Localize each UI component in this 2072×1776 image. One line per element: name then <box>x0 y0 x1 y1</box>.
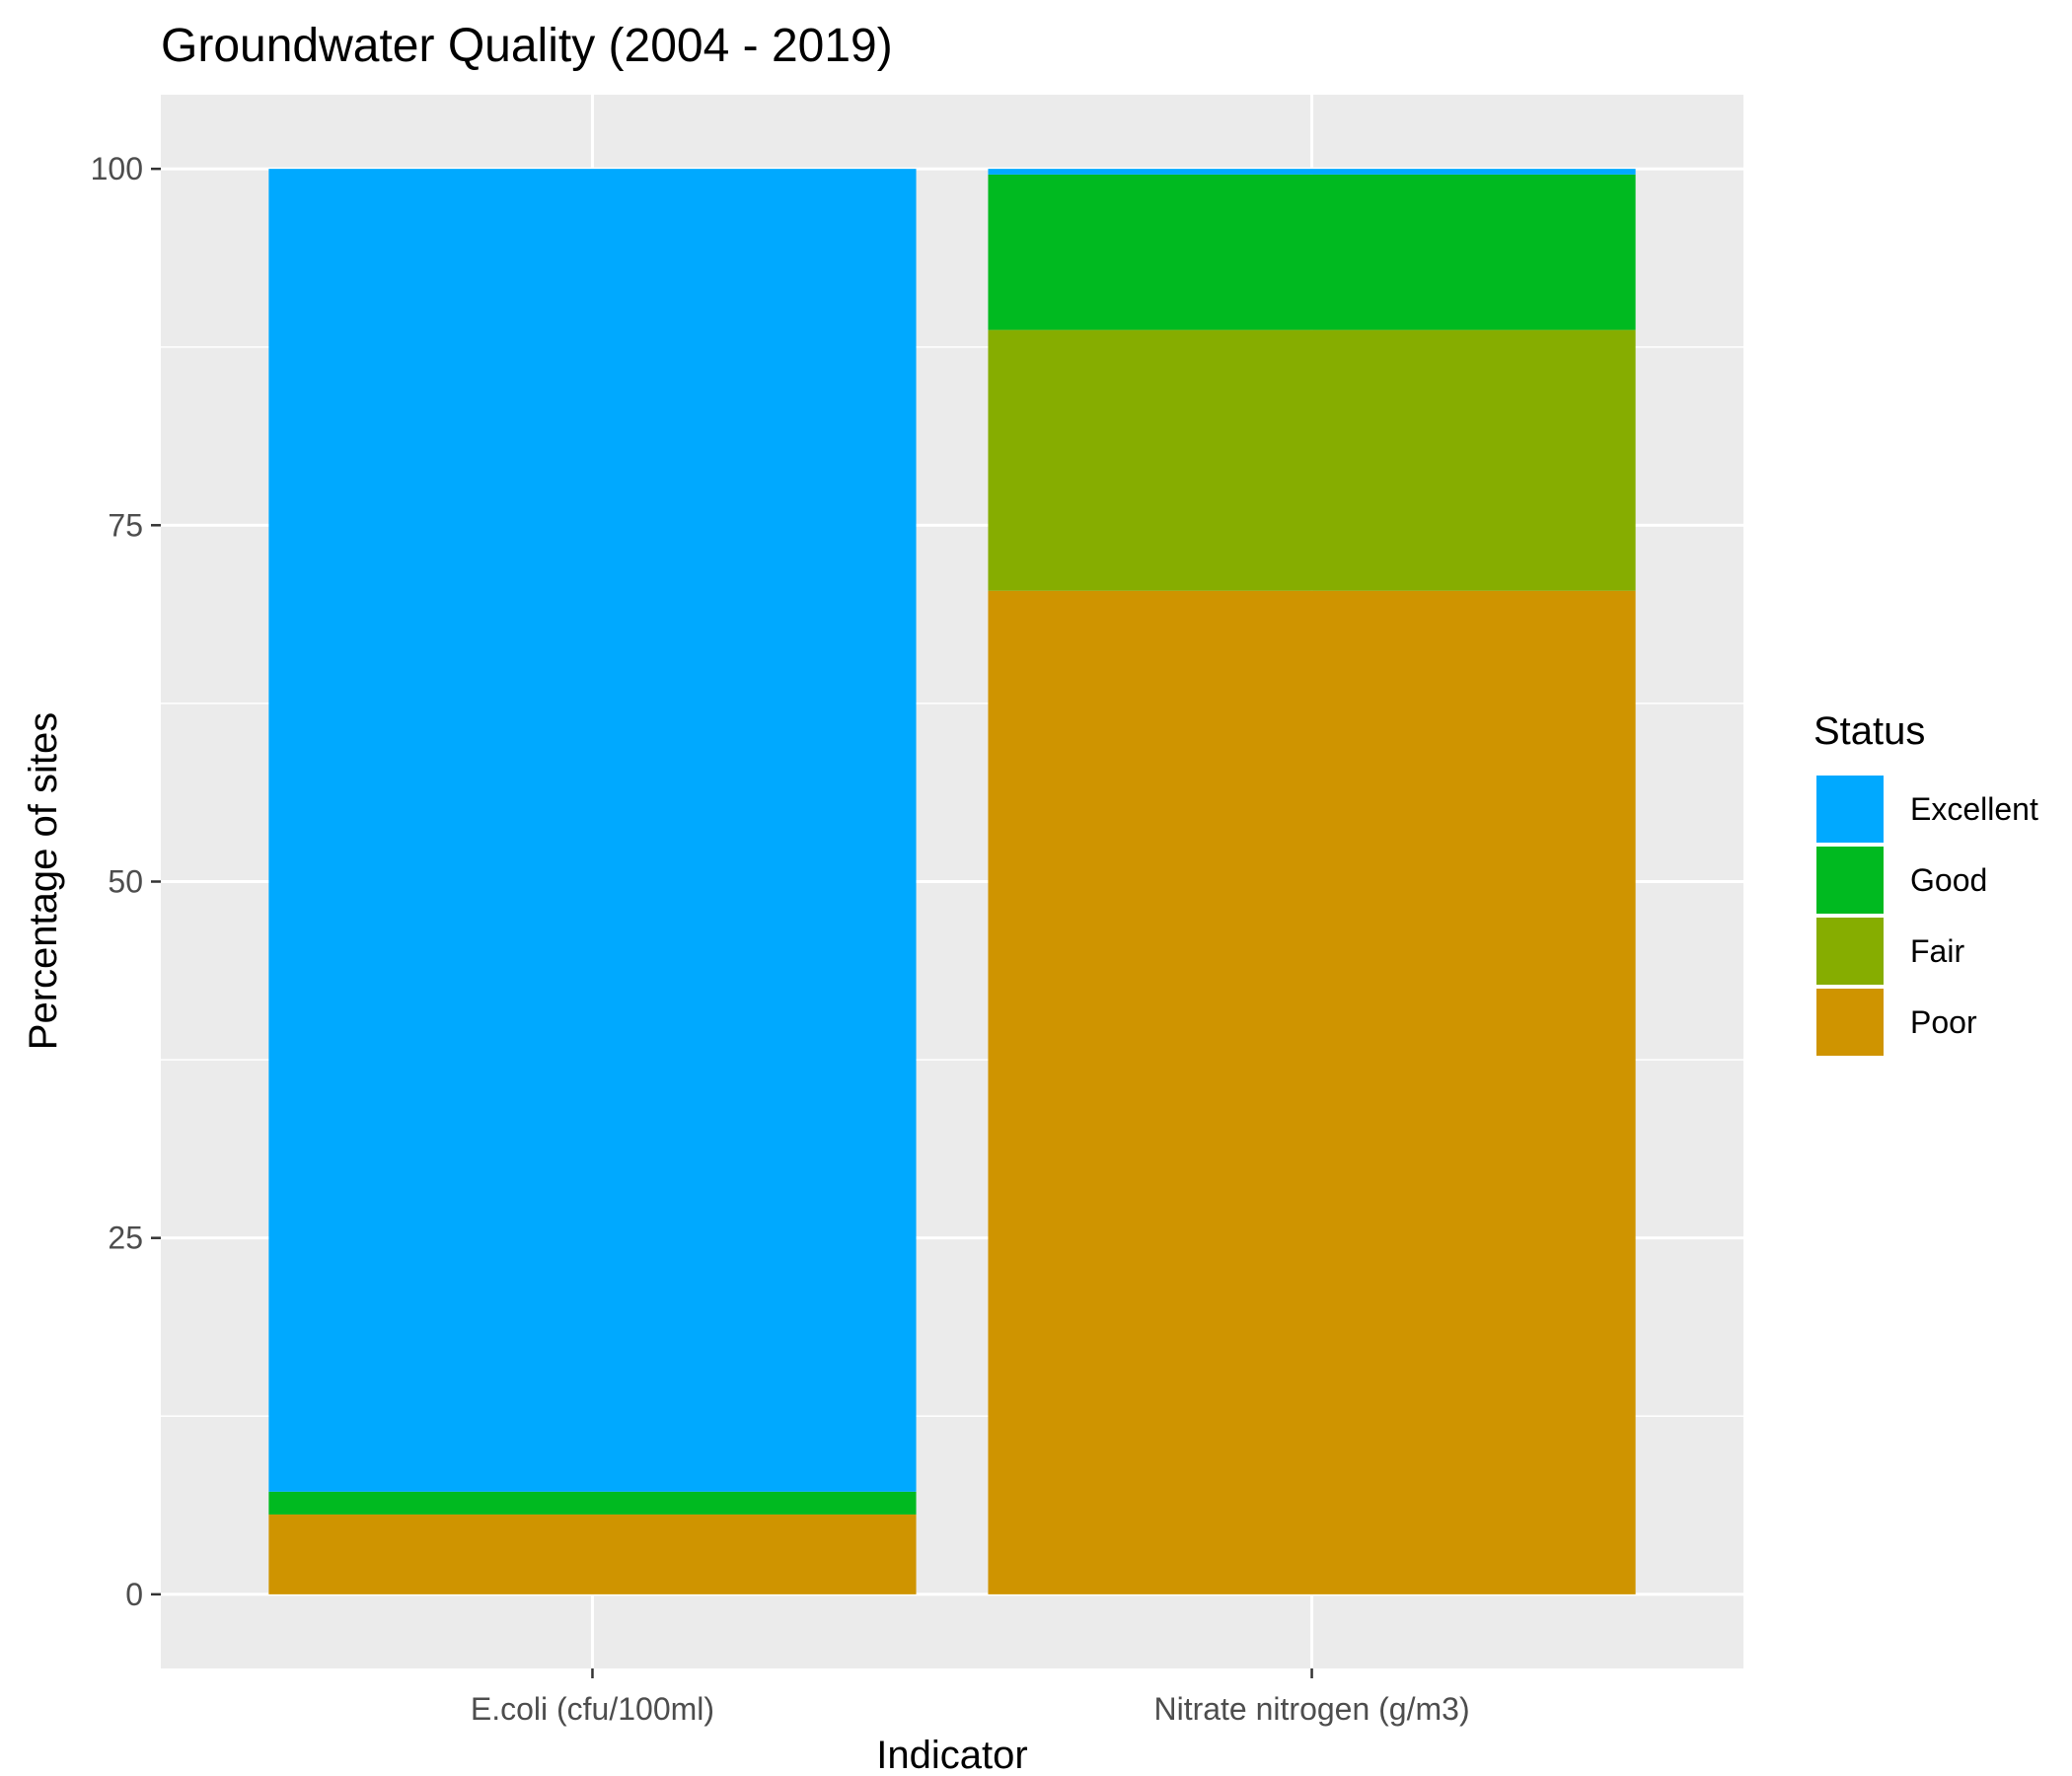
bar-segment-good <box>268 1491 917 1515</box>
legend-key-fair <box>1814 916 1886 987</box>
legend-key-excellent <box>1814 774 1886 845</box>
legend-key-poor <box>1814 987 1886 1058</box>
y-axis: 0 25 50 75 100 <box>91 151 161 1612</box>
y-tick-label: 25 <box>108 1221 143 1256</box>
y-tick-label: 50 <box>108 864 143 900</box>
x-axis: E.coli (cfu/100ml) Nitrate nitrogen (g/m3… <box>471 1668 1470 1727</box>
bar-segment-excellent <box>268 169 917 1492</box>
legend-label-excellent: Excellent <box>1910 791 2038 827</box>
legend-label-poor: Poor <box>1910 1004 1977 1040</box>
x-tick-label: E.coli (cfu/100ml) <box>471 1691 714 1727</box>
bar-segment-excellent <box>988 169 1636 175</box>
y-tick-label: 75 <box>108 507 143 543</box>
bar-segment-fair <box>988 330 1636 591</box>
x-tick-label: Nitrate nitrogen (g/m3) <box>1153 1691 1469 1727</box>
bars <box>268 169 1636 1594</box>
legend-label-good: Good <box>1910 862 1987 898</box>
y-tick-label: 100 <box>91 151 143 186</box>
legend-title: Status <box>1813 709 1925 753</box>
bar-segment-good <box>988 174 1636 331</box>
y-tick-label: 0 <box>125 1577 143 1612</box>
legend-key-good <box>1814 845 1886 916</box>
y-axis-title: Percentage of sites <box>22 712 65 1050</box>
legend: Status Excellent Good Fair Poor <box>1813 709 2038 1058</box>
chart-title: Groundwater Quality (2004 - 2019) <box>161 20 893 72</box>
bar-segment-poor <box>988 590 1636 1594</box>
legend-label-fair: Fair <box>1910 933 1964 969</box>
bar-segment-poor <box>268 1514 917 1594</box>
x-axis-title: Indicator <box>876 1734 1027 1776</box>
